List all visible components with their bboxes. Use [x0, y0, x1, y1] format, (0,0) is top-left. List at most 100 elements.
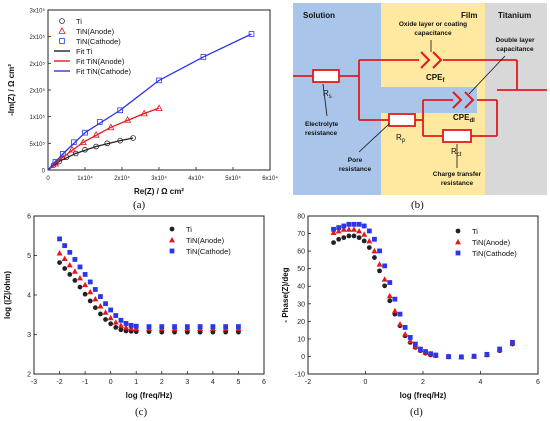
data-point — [117, 322, 124, 328]
data-point — [346, 233, 352, 239]
data-point — [102, 309, 109, 315]
x-axis-label: log (freq/Hz) — [400, 391, 447, 400]
data-point — [72, 257, 78, 262]
y-tick-label: 10 — [297, 336, 305, 343]
legend-label: Ti — [76, 17, 82, 26]
x-tick-label: 4 — [211, 379, 215, 386]
x-axis-label: log (freq/Hz) — [126, 391, 173, 400]
y-tick-label: 30 — [297, 301, 305, 308]
resistor-rct — [442, 129, 472, 143]
data-point — [172, 324, 177, 329]
y-tick-label: 6 — [27, 214, 31, 221]
data-point — [510, 340, 515, 345]
plot-frame — [33, 215, 265, 375]
x-tick-label: 0 — [46, 176, 50, 182]
resistor-rs — [312, 69, 340, 83]
x-tick-label: 5x10⁴ — [225, 175, 241, 182]
legend-label: TiN(Cathode) — [186, 247, 231, 256]
data-point — [346, 221, 352, 227]
data-point — [87, 279, 93, 285]
x-tick-label: -1 — [82, 379, 88, 386]
data-point — [82, 272, 88, 277]
data-point — [382, 263, 388, 269]
data-point — [331, 240, 336, 246]
data-point — [340, 226, 347, 232]
data-point — [330, 229, 337, 236]
legend-label: Ti — [472, 227, 478, 236]
cpe-dl-symbol — [452, 91, 475, 109]
data-point — [223, 324, 229, 329]
data-point — [62, 266, 68, 271]
data-point — [428, 351, 434, 357]
data-point — [82, 291, 88, 297]
legend-label: TiN(Cathode) — [76, 37, 121, 46]
y-tick-label: -10 — [295, 372, 305, 379]
data-point — [67, 272, 73, 277]
data-point — [128, 323, 134, 328]
legend-marker — [58, 27, 66, 34]
data-point — [87, 298, 93, 304]
data-point — [67, 249, 73, 255]
data-point — [98, 311, 103, 317]
data-point — [82, 281, 89, 288]
y-tick-label: 5 — [27, 253, 31, 260]
data-point — [146, 324, 152, 329]
data-point — [351, 226, 357, 232]
data-point — [57, 260, 62, 266]
y-axis-label: - Phase(Z)/deg — [281, 267, 290, 322]
y-tick-label: 0 — [301, 354, 305, 361]
data-point — [387, 298, 393, 304]
legend-label: TiN(Cathode) — [472, 249, 517, 258]
circuit-wires — [293, 59, 547, 137]
data-point — [336, 225, 342, 231]
y-tick-label: 5x10⁵ — [30, 141, 46, 148]
data-point — [335, 227, 342, 234]
legend-marker — [169, 237, 175, 243]
data-point — [356, 235, 362, 241]
data-point — [112, 319, 119, 325]
x-tick-label: -3 — [31, 379, 37, 386]
data-point — [381, 276, 388, 282]
data-point — [113, 313, 119, 318]
data-point — [97, 303, 104, 309]
data-point — [484, 351, 490, 357]
y-tick-label: 1x10⁵ — [30, 114, 46, 121]
caption-c: (c) — [135, 406, 148, 418]
data-point — [402, 331, 409, 337]
chart-c: -3 -2 -1 0 1 2 3 4 5 6 2 3 4 5 6 log (freq/Hz) log (|Z|/… — [0, 212, 278, 404]
caption-b: (b) — [411, 199, 424, 211]
data-point — [248, 31, 255, 37]
legend-marker — [455, 228, 461, 234]
series-line — [47, 33, 252, 171]
data-point — [402, 325, 408, 330]
data-point — [103, 301, 108, 307]
data-point — [423, 349, 428, 354]
data-point — [412, 341, 418, 347]
legend-marker — [169, 226, 175, 232]
legend-marker — [455, 239, 461, 245]
data-point — [341, 223, 347, 229]
legend-label: TiN(Anode) — [472, 238, 511, 247]
data-point — [56, 250, 63, 256]
rs-label: Rs — [323, 89, 332, 100]
data-point — [159, 324, 165, 329]
data-point — [107, 314, 114, 321]
data-point — [446, 354, 451, 359]
y-tick-label: 2x10⁵ — [30, 88, 46, 95]
data-point — [128, 325, 135, 331]
y-tick-label: 2x10⁵ — [30, 34, 46, 41]
y-tick-label: 80 — [297, 214, 305, 221]
data-point — [376, 261, 383, 267]
y-tick-label: 3 — [27, 332, 31, 339]
charge-transfer-label: Charge transfer resistance — [433, 171, 482, 187]
cpe-dl-label: CPEdl — [453, 113, 475, 124]
data-point — [103, 317, 108, 322]
data-point — [72, 150, 79, 157]
data-point — [133, 323, 139, 329]
x-tick-label: 3x10⁴ — [151, 175, 167, 182]
data-point — [62, 243, 68, 249]
legend-label: TiN(Anode) — [76, 27, 115, 36]
data-point — [236, 324, 241, 329]
data-point — [345, 226, 352, 232]
x-tick-label: 6 — [536, 379, 540, 386]
